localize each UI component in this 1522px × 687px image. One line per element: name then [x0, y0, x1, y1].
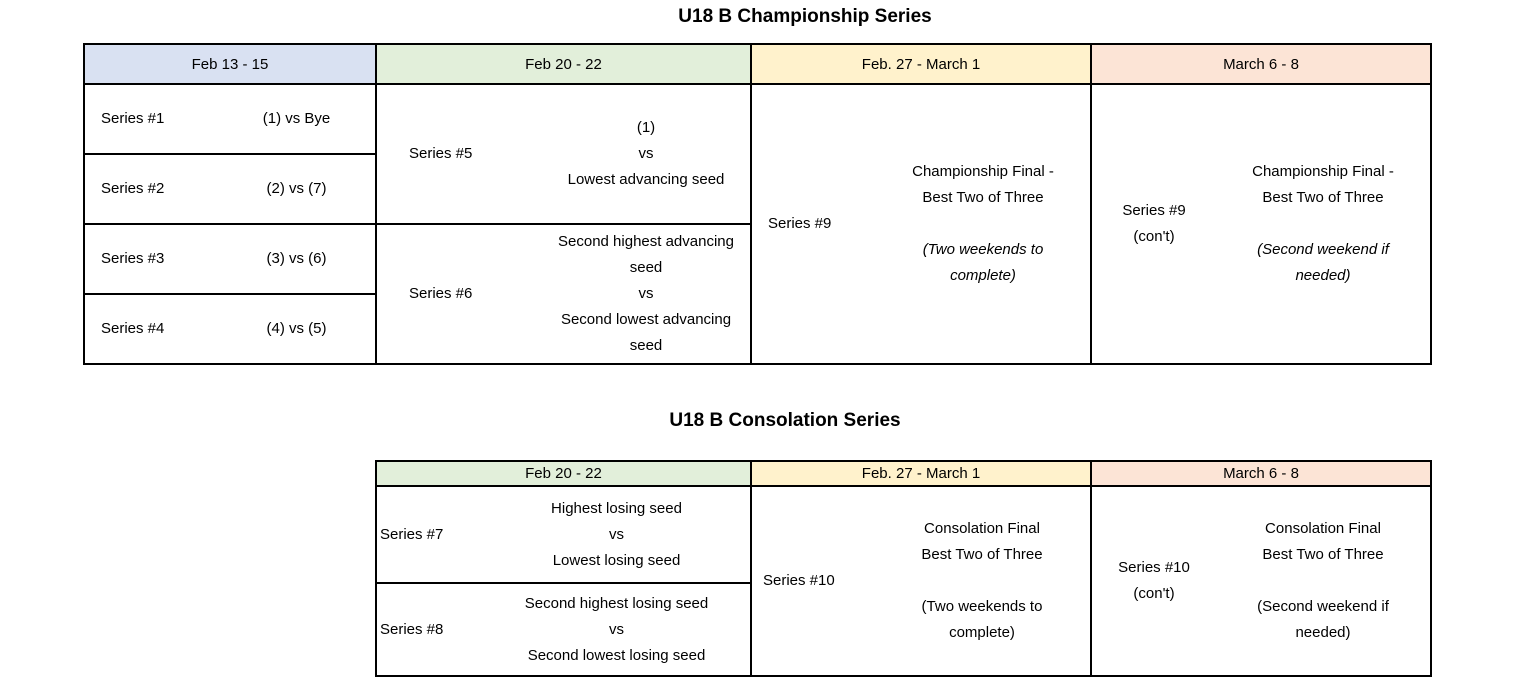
series-7-label: Series #7: [380, 525, 444, 543]
series-9-label: Series #9: [768, 215, 832, 232]
series-3-cell: Series #3 (3) vs (6): [85, 225, 375, 293]
series-8-cell: Series #8 Second highest losing seed vs …: [377, 584, 750, 675]
championship-header-week1: Feb 13 - 15: [85, 45, 375, 83]
championship-header-week3: Feb. 27 - March 1: [752, 45, 1090, 83]
series-3-matchup: (3) vs (6): [266, 250, 327, 267]
championship-title: U18 B Championship Series: [678, 6, 932, 27]
series-10-label: Series #10: [763, 572, 835, 589]
consolation-header-week3: March 6 - 8: [1092, 462, 1430, 485]
consolation-header-week2: Feb. 27 - March 1: [752, 462, 1090, 485]
series-9-cont-label: Series #9 (con't): [1122, 202, 1186, 245]
series-10-description-main: Consolation Final Best Two of Three: [921, 520, 1043, 563]
series-9-cont-description-main: Championship Final - Best Two of Three: [1252, 163, 1394, 206]
series-5-cell: Series #5 (1) vs Lowest advancing seed: [377, 85, 750, 223]
series-5-matchup: (1) vs Lowest advancing seed: [567, 119, 725, 188]
series-5-label: Series #5: [409, 145, 473, 162]
series-10-description-note: (Two weekends to complete): [921, 598, 1043, 641]
series-10-cont-description-note: (Second weekend if needed): [1257, 598, 1389, 641]
series-2-cell: Series #2 (2) vs (7): [85, 155, 375, 223]
series-10-cell: Series #10 Consolation Final Best Two of…: [752, 487, 1090, 675]
series-8-matchup: Second highest losing seed vs Second low…: [524, 594, 709, 664]
series-9-description: Championship Final - Best Two of Three (…: [876, 133, 1090, 315]
series-8-label: Series #8: [380, 620, 444, 638]
series-2-matchup: (2) vs (7): [266, 180, 327, 197]
series-4-matchup: (4) vs (5): [266, 320, 327, 337]
series-2-label: Series #2: [101, 180, 165, 197]
series-9-cont-description: Championship Final - Best Two of Three (…: [1216, 133, 1430, 315]
series-9-cont-description-note: (Second weekend if needed): [1257, 241, 1389, 284]
championship-header-week2: Feb 20 - 22: [377, 45, 750, 83]
series-9-description-main: Championship Final - Best Two of Three: [912, 163, 1054, 206]
series-7-matchup: Highest losing seed vs Lowest losing see…: [551, 499, 682, 569]
consolation-header-week1: Feb 20 - 22: [377, 462, 750, 485]
series-6-matchup: Second highest advancing seed vs Second …: [558, 233, 734, 354]
series-4-label: Series #4: [101, 320, 165, 337]
series-1-matchup: (1) vs Bye: [262, 110, 331, 127]
championship-table: Feb 13 - 15 Feb 20 - 22 Feb. 27 - March …: [83, 43, 1432, 365]
series-1-label: Series #1: [101, 110, 165, 127]
series-4-cell: Series #4 (4) vs (5): [85, 295, 375, 363]
consolation-title: U18 B Consolation Series: [669, 410, 901, 431]
series-10-cont-description-main: Consolation Final Best Two of Three: [1262, 520, 1384, 563]
series-9-cont-cell: Series #9 (con't) Championship Final - B…: [1092, 85, 1430, 363]
series-3-label: Series #3: [101, 250, 165, 267]
series-10-cont-description: Consolation Final Best Two of Three (Sec…: [1216, 490, 1430, 672]
series-6-cell: Series #6 Second highest advancing seed …: [377, 225, 750, 363]
series-1-cell: Series #1 (1) vs Bye: [85, 85, 375, 153]
series-7-cell: Series #7 Highest losing seed vs Lowest …: [377, 487, 750, 582]
series-9-cell: Series #9 Championship Final - Best Two …: [752, 85, 1090, 363]
series-10-cont-label: Series #10 (con't): [1118, 559, 1190, 602]
series-9-description-note: (Two weekends to complete): [922, 241, 1044, 284]
championship-header-week4: March 6 - 8: [1092, 45, 1430, 83]
series-10-cont-cell: Series #10 (con't) Consolation Final Bes…: [1092, 487, 1430, 675]
consolation-table: Feb 20 - 22 Feb. 27 - March 1 March 6 - …: [375, 460, 1432, 677]
series-10-description: Consolation Final Best Two of Three (Two…: [874, 490, 1090, 672]
series-6-label: Series #6: [409, 285, 473, 302]
